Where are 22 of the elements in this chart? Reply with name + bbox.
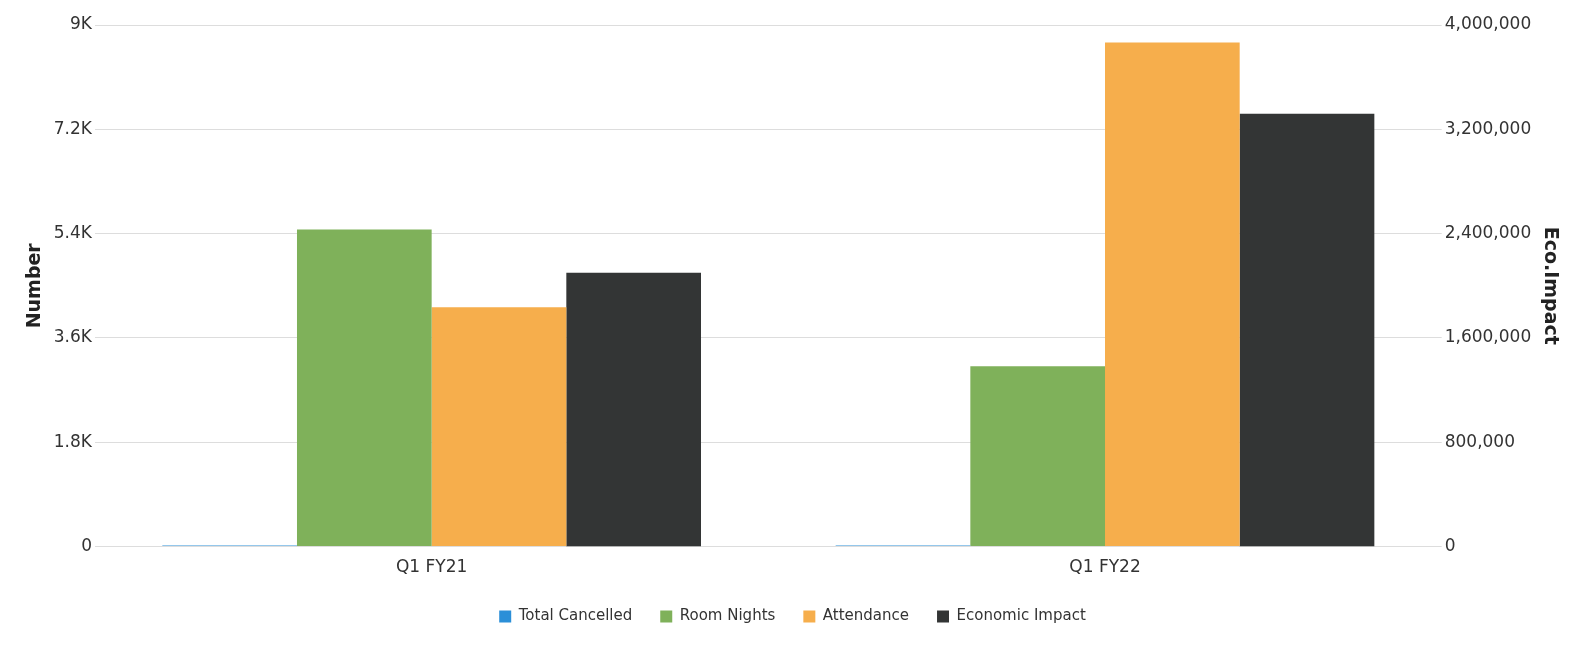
- y-tick-label: 0: [81, 535, 92, 556]
- y2-tick-label: 3,200,000: [1444, 117, 1532, 138]
- legend-label: Total Cancelled: [517, 606, 633, 625]
- y-tick-label: 7.2K: [53, 117, 93, 138]
- x-tick-label: Q1 FY22: [1069, 556, 1141, 577]
- legend-label: Economic Impact: [956, 606, 1086, 625]
- legend-label: Room Nights: [679, 606, 776, 625]
- y2-tick-label: 0: [1444, 535, 1456, 556]
- y2-tick-label: 2,400,000: [1444, 222, 1532, 243]
- y-tick-label: 1.8K: [53, 430, 93, 451]
- y-axis-title: Number: [22, 242, 45, 329]
- y-tick-label: 3.6K: [53, 326, 93, 347]
- y2-tick-label: 800,000: [1444, 430, 1515, 451]
- x-tick-label: Q1 FY21: [395, 556, 468, 577]
- y-tick-label: 5.4K: [53, 222, 93, 243]
- y2-tick-label: 1,600,000: [1444, 326, 1532, 347]
- bar: [296, 229, 432, 547]
- y2-tick-label: 4,000,000: [1444, 13, 1532, 34]
- bar: [970, 366, 1106, 547]
- y2-axis-title: Eco.Impact: [1540, 226, 1563, 345]
- y-tick-label: 9K: [70, 13, 93, 34]
- legend-label: Attendance: [822, 606, 910, 625]
